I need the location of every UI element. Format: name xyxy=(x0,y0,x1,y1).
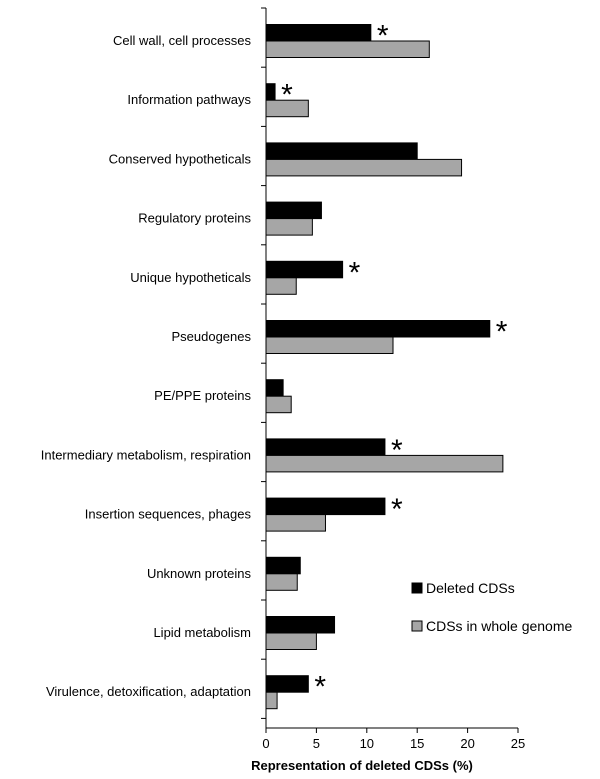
category-label: Unique hypotheticals xyxy=(130,270,251,285)
bar-whole-genome-cds xyxy=(265,277,297,295)
x-axis-title: Representation of deleted CDSs (%) xyxy=(251,758,473,773)
bar-deleted-cds xyxy=(265,83,276,101)
legend-label: Deleted CDSs xyxy=(426,580,515,596)
category-label: Regulatory proteins xyxy=(138,211,251,226)
bar-deleted-cds xyxy=(265,675,309,693)
category-label: Lipid metabolism xyxy=(153,625,251,640)
significance-star: * xyxy=(349,256,361,289)
significance-markers: * * * * * * * xyxy=(281,20,508,704)
bar-whole-genome-cds xyxy=(265,454,504,473)
x-tick-label: 5 xyxy=(313,736,320,751)
significance-star: * xyxy=(377,20,389,53)
bar-whole-genome-cds xyxy=(265,40,430,58)
bar-whole-genome-cds xyxy=(265,573,298,591)
bar-whole-genome-cds xyxy=(265,158,463,177)
x-tick-label: 15 xyxy=(410,736,424,751)
legend-swatch xyxy=(411,620,423,632)
bar-whole-genome-cds xyxy=(265,395,292,414)
bar-deleted-cds xyxy=(265,24,372,42)
bar-whole-genome-cds xyxy=(265,632,317,650)
category-label: Intermediary metabolism, respiration xyxy=(41,447,251,462)
legend-label: CDSs in whole genome xyxy=(426,618,573,634)
significance-star: * xyxy=(496,316,508,349)
bar-deleted-cds xyxy=(265,379,284,397)
x-tick-label: 10 xyxy=(360,736,374,751)
bar-whole-genome-cds xyxy=(265,336,394,354)
legend-swatch xyxy=(411,582,423,594)
bar-deleted-cds xyxy=(265,320,491,338)
bar-deleted-cds xyxy=(265,260,344,279)
category-label: Pseudogenes xyxy=(171,329,251,344)
bar-whole-genome-cds xyxy=(265,691,278,710)
axes xyxy=(261,7,518,729)
significance-star: * xyxy=(314,671,326,704)
bar-deleted-cds xyxy=(265,616,336,634)
category-label: Unknown proteins xyxy=(147,566,252,581)
category-labels: Cell wall, cell processes Information pat… xyxy=(41,33,252,699)
bar-whole-genome-cds xyxy=(265,218,313,236)
bar-deleted-cds xyxy=(265,142,418,160)
x-ticks: 0 5 10 15 20 25 xyxy=(262,728,525,751)
bar-deleted-cds xyxy=(265,556,301,575)
legend: Deleted CDSs CDSs in whole genome xyxy=(411,580,573,634)
x-tick-label: 0 xyxy=(262,736,269,751)
category-label: Insertion sequences, phages xyxy=(85,507,252,522)
category-label: Conserved hypotheticals xyxy=(109,151,252,166)
significance-star: * xyxy=(391,493,403,526)
category-label: Information pathways xyxy=(127,92,251,107)
bars xyxy=(265,24,504,710)
significance-star: * xyxy=(281,79,293,112)
bar-whole-genome-cds xyxy=(265,514,326,532)
bar-deleted-cds xyxy=(265,201,322,220)
bar-deleted-cds xyxy=(265,438,386,456)
category-label: Cell wall, cell processes xyxy=(113,33,251,48)
category-label: PE/PPE proteins xyxy=(154,388,251,403)
x-tick-label: 20 xyxy=(460,736,474,751)
category-label: Virulence, detoxification, adaptation xyxy=(46,684,251,699)
x-tick-label: 25 xyxy=(511,736,525,751)
significance-star: * xyxy=(391,434,403,467)
bar-deleted-cds xyxy=(265,497,386,516)
